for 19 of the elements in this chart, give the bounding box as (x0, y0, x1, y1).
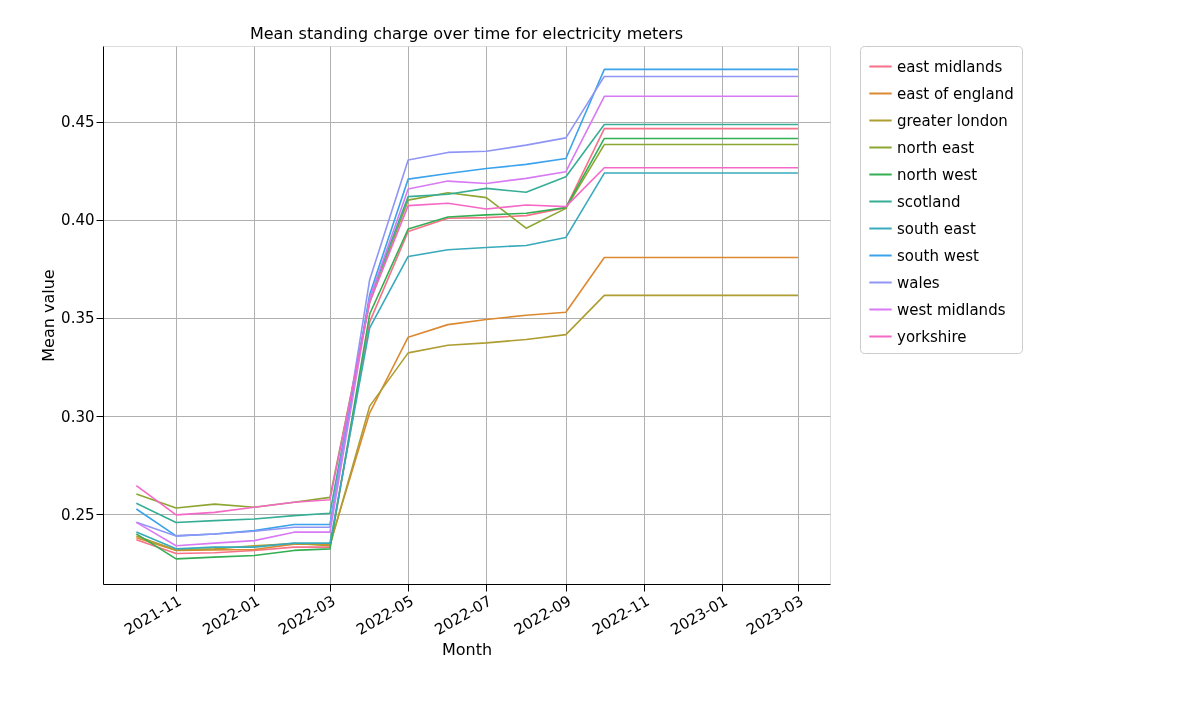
legend-label: south west (897, 246, 979, 265)
chart-title: Mean standing charge over time for electricity meters (249, 23, 684, 43)
y-tick-label: 0.40 (61, 211, 95, 230)
legend-label: yorkshire (897, 327, 967, 346)
y-axis-title: Mean value (39, 269, 59, 362)
x-axis-title: Month (441, 639, 493, 659)
legend-label: wales (897, 273, 940, 292)
legend-label: north east (897, 138, 975, 157)
legend-label: east of england (897, 84, 1014, 103)
legend-label: north west (897, 165, 978, 184)
y-tick-label: 0.45 (61, 113, 95, 132)
legend-label: west midlands (897, 300, 1006, 319)
y-tick-label: 0.25 (61, 505, 95, 524)
legend-label: east midlands (897, 57, 1003, 76)
legend-label: south east (897, 219, 976, 238)
y-tick-label: 0.35 (61, 309, 95, 328)
legend-label: greater london (897, 111, 1008, 130)
legend-label: scotland (897, 192, 961, 211)
y-tick-label: 0.30 (61, 407, 95, 426)
